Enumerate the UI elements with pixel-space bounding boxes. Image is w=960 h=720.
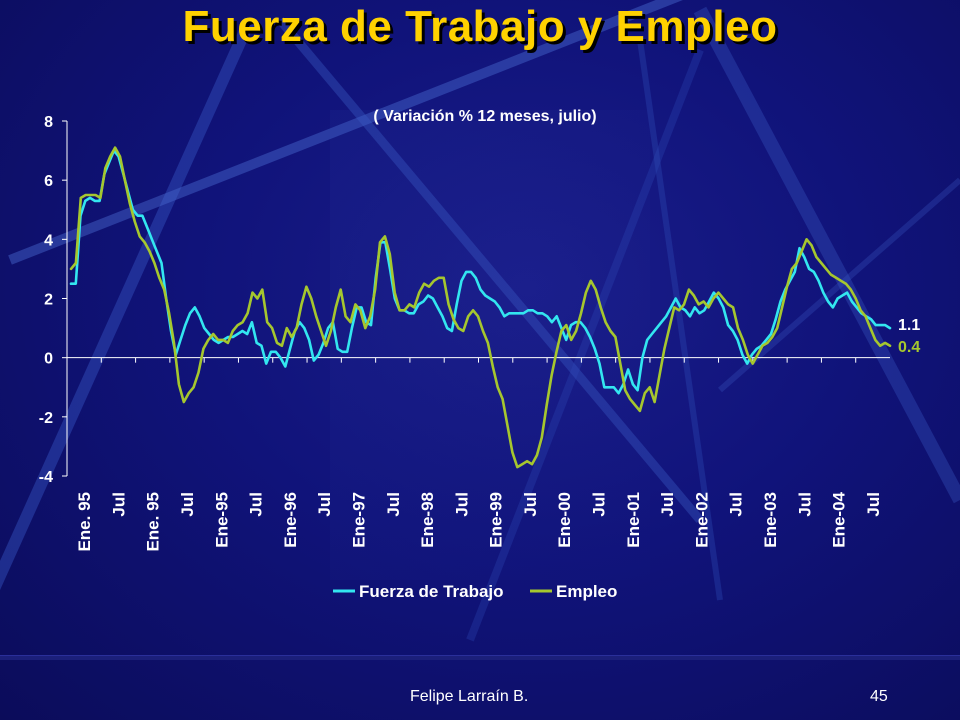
decorative-beam xyxy=(0,17,256,591)
x-tick-label: Jul xyxy=(315,492,334,517)
x-tick-label-group: Ene-99 xyxy=(487,492,506,548)
y-tick-label: -2 xyxy=(39,410,53,427)
x-tick-label-group: Jul xyxy=(109,492,128,517)
x-tick-label: Ene-00 xyxy=(555,492,574,548)
slide-title: Fuerza de Trabajo y Empleo xyxy=(182,2,778,51)
x-tick-label: Ene-02 xyxy=(692,492,711,548)
x-tick-label-group: Ene-00 xyxy=(555,492,574,548)
y-tick-label: 8 xyxy=(44,114,53,131)
x-tick-label: Ene-95 xyxy=(212,492,231,548)
x-tick-label-group: Jul xyxy=(795,492,814,517)
footer-author: Felipe Larraín B. xyxy=(410,688,529,705)
footer-divider xyxy=(0,655,960,660)
x-tick-label-group: Jul xyxy=(452,492,471,517)
x-tick-label-group: Ene-97 xyxy=(349,492,368,548)
x-tick-label: Ene-04 xyxy=(830,491,849,547)
x-tick-label: Jul xyxy=(727,492,746,517)
x-tick-label: Ene-03 xyxy=(761,492,780,548)
x-tick-label-group: Ene-96 xyxy=(281,492,300,548)
x-tick-label: Ene-99 xyxy=(487,492,506,548)
x-tick-label: Ene-97 xyxy=(349,492,368,548)
x-tick-label-group: Ene. 95 xyxy=(75,492,94,552)
x-tick-label: Jul xyxy=(795,492,814,517)
y-tick-label: 6 xyxy=(44,173,53,190)
x-tick-label: Ene-01 xyxy=(624,492,643,548)
legend-label: Fuerza de Trabajo xyxy=(359,582,504,601)
x-tick-label: Jul xyxy=(864,492,883,517)
x-tick-label: Jul xyxy=(452,492,471,517)
x-tick-label: Jul xyxy=(384,492,403,517)
x-tick-label-group: Jul xyxy=(658,492,677,517)
x-tick-label-group: Ene-98 xyxy=(418,492,437,548)
x-tick-label: Ene. 95 xyxy=(75,492,94,552)
end-label-empleo: 0.4 xyxy=(898,339,920,356)
x-tick-label-group: Ene-04 xyxy=(830,491,849,547)
x-tick-label: Jul xyxy=(521,492,540,517)
x-tick-label: Ene-98 xyxy=(418,492,437,548)
x-tick-label: Jul xyxy=(109,492,128,517)
x-tick-label: Jul xyxy=(590,492,609,517)
x-tick-label: Jul xyxy=(178,492,197,517)
y-tick-label: -4 xyxy=(39,469,53,486)
end-labels: 1.10.4 xyxy=(898,317,920,356)
x-tick-label-group: Ene-95 xyxy=(212,492,231,548)
chart-axes: 8 6 4 2 0 -2 -4 Ene. 95 Jul Ene. 95 Jul Ene-95 Jul En… xyxy=(39,114,890,552)
x-tick-label-group: Jul xyxy=(864,492,883,517)
chart-lines xyxy=(69,146,892,469)
end-label-fuerza: 1.1 xyxy=(898,317,920,334)
x-tick-label-group: Jul xyxy=(590,492,609,517)
x-tick-label-group: Jul xyxy=(315,492,334,517)
series-line-empleo xyxy=(69,146,892,469)
x-tick-label-group: Jul xyxy=(727,492,746,517)
x-tick-label-group: Ene-02 xyxy=(692,492,711,548)
x-tick-label-group: Jul xyxy=(521,492,540,517)
x-tick-label: Jul xyxy=(658,492,677,517)
page-number: 45 xyxy=(870,688,888,705)
x-tick-label: Ene. 95 xyxy=(144,492,163,552)
x-tick-label: Jul xyxy=(247,492,266,517)
decorative-beam xyxy=(718,177,960,393)
y-tick-label: 4 xyxy=(44,232,53,249)
y-tick-label: 2 xyxy=(44,292,53,309)
decorative-glow xyxy=(330,110,650,580)
chart-legend: Fuerza de Trabajo Empleo xyxy=(333,582,617,601)
chart-subtitle: ( Variación % 12 meses, julio) xyxy=(373,108,596,125)
x-tick-label: Ene-96 xyxy=(281,492,300,548)
x-tick-label-group: Ene. 95 xyxy=(144,492,163,552)
x-tick-label-group: Jul xyxy=(247,492,266,517)
legend-label: Empleo xyxy=(556,582,617,601)
x-tick-label-group: Ene-01 xyxy=(624,492,643,548)
x-tick-label-group: Jul xyxy=(384,492,403,517)
decorative-beam xyxy=(637,39,723,601)
x-tick-label-group: Jul xyxy=(178,492,197,517)
x-tick-label-group: Ene-03 xyxy=(761,492,780,548)
series-line-fuerza-de-trabajo xyxy=(69,149,892,395)
decorative-beam xyxy=(693,6,960,504)
y-tick-label: 0 xyxy=(44,351,53,368)
